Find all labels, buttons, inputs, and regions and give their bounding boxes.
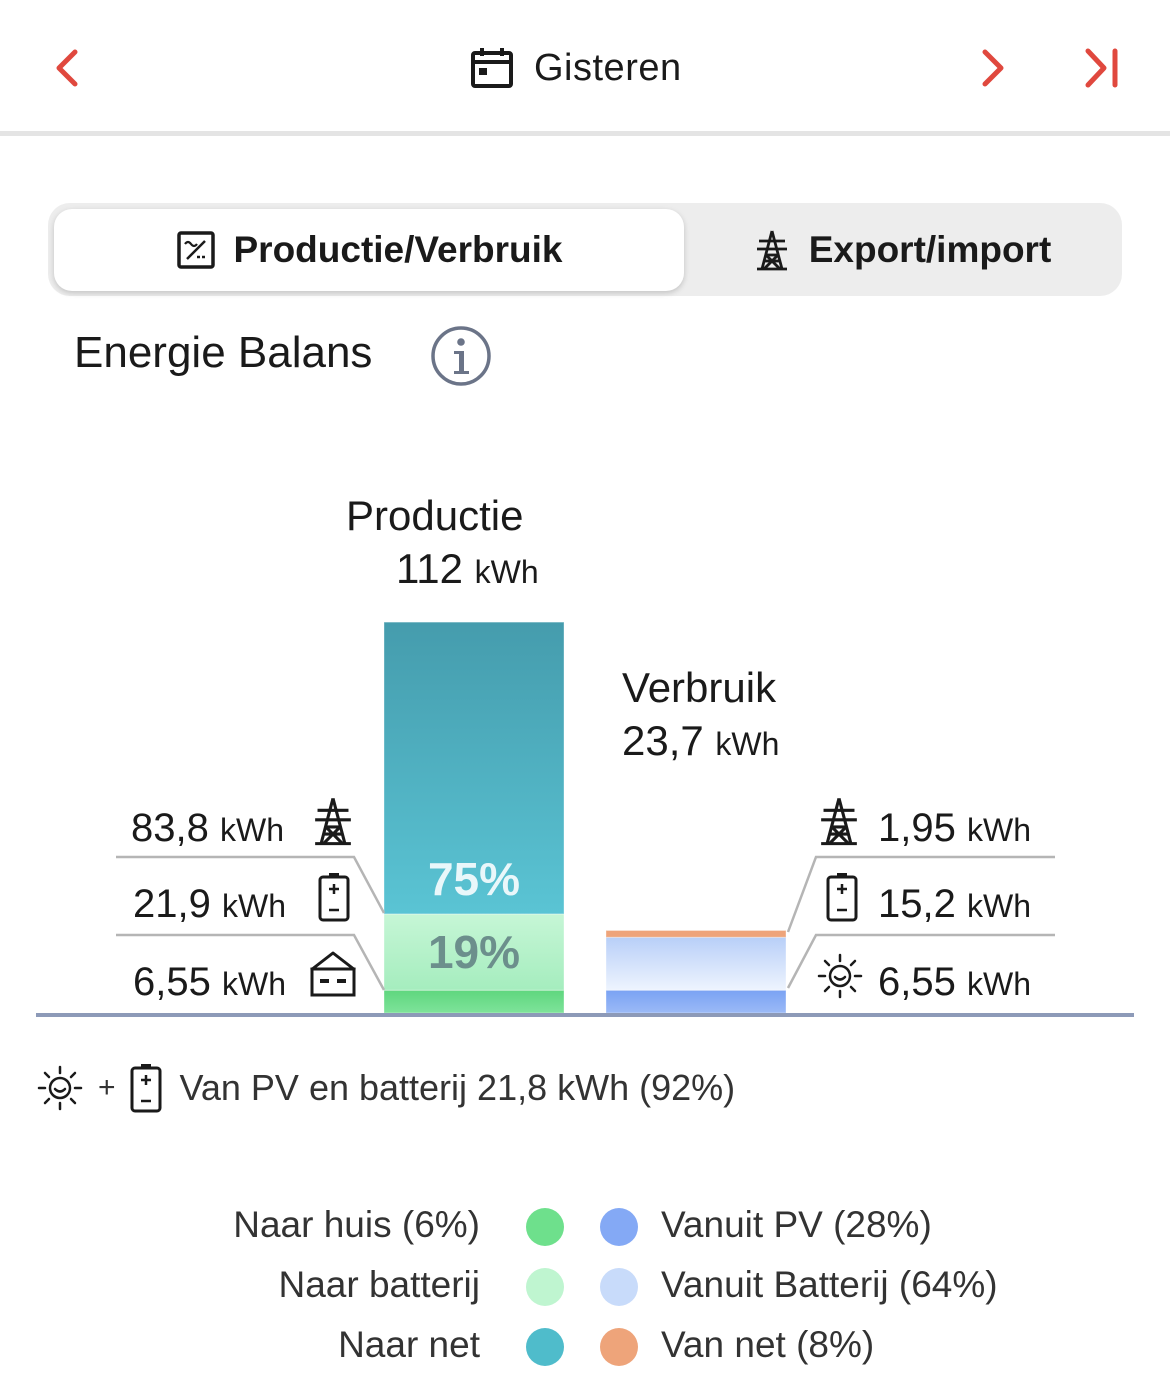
- consumption-row-net: 1,95 kWh: [878, 806, 1031, 851]
- row-value: 83,8: [131, 806, 209, 850]
- pylon-icon: [821, 797, 857, 846]
- row-unit: kWh: [220, 812, 284, 848]
- production-total: 112 kWh: [396, 545, 539, 593]
- production-total-unit: kWh: [474, 554, 539, 590]
- legend-dot-vanuit-pv: [600, 1208, 638, 1246]
- consumption-total: 23,7 kWh: [622, 717, 779, 765]
- legend-dot-naar-batterij: [526, 1268, 564, 1306]
- tab-label: Export/import: [808, 229, 1052, 270]
- info-button[interactable]: [430, 325, 492, 387]
- previous-day-button[interactable]: [36, 38, 96, 98]
- production-title: Productie: [346, 492, 524, 539]
- legend-label-vanuit-batterij: Vanuit Batterij (64%): [661, 1264, 998, 1305]
- row-value: 6,55: [878, 960, 956, 1004]
- production-total-value: 112: [396, 545, 463, 592]
- production-row-battery: 21,9 kWh: [133, 882, 286, 927]
- section-title: Energie Balans: [74, 328, 373, 377]
- plus-sign: +: [98, 1071, 116, 1104]
- row-unit: kWh: [222, 888, 286, 924]
- bar-segment-vanuit-batterij: [605, 936, 787, 991]
- production-net-percent: 75%: [427, 853, 521, 905]
- row-value: 15,2: [878, 882, 956, 926]
- production-battery-percent: 19%: [427, 926, 521, 978]
- production-row-house: 6,55 kWh: [133, 960, 286, 1005]
- row-unit: kWh: [966, 812, 1031, 848]
- last-day-button[interactable]: [1072, 38, 1132, 98]
- pylon-icon: [756, 230, 787, 271]
- bar-segment-van-net: [605, 929, 787, 938]
- legend-label-naar-net: Naar net: [338, 1324, 480, 1365]
- consumption-row-battery: 15,2 kWh: [878, 882, 1031, 927]
- legend-dot-van-net: [600, 1328, 638, 1366]
- tab-productie-verbruik[interactable]: Productie/Verbruik: [54, 209, 684, 291]
- pylon-icon: [315, 797, 351, 846]
- legend-label-naar-batterij: Naar batterij: [278, 1264, 480, 1305]
- row-value: 21,9: [133, 882, 211, 926]
- legend-dot-vanuit-batterij: [600, 1268, 638, 1306]
- consumption-total-value: 23,7: [622, 717, 704, 764]
- sun-icon: [817, 953, 863, 999]
- chevron-right-icon: [982, 49, 1004, 87]
- date-picker[interactable]: Gisteren: [470, 40, 682, 96]
- legend-dot-naar-huis: [526, 1208, 564, 1246]
- production-row-net: 83,8 kWh: [131, 806, 284, 851]
- consumption-row-pv: 6,55 kWh: [878, 960, 1031, 1005]
- info-icon: [431, 326, 491, 386]
- skip-to-end-icon: [1085, 48, 1118, 88]
- bar-segment-naar-net: [383, 621, 565, 915]
- battery-icon: [318, 873, 350, 922]
- battery-icon: [130, 1064, 162, 1113]
- calendar-icon: [471, 48, 513, 88]
- legend-label-naar-huis: Naar huis (6%): [233, 1204, 480, 1245]
- date-label: Gisteren: [534, 46, 682, 89]
- consumption-total-unit: kWh: [715, 726, 780, 762]
- inverter-icon: [176, 231, 215, 269]
- bar-segment-naar-huis: [383, 989, 565, 1014]
- next-day-button[interactable]: [964, 38, 1024, 98]
- tab-export-import[interactable]: Export/import: [688, 209, 1116, 291]
- battery-icon: [826, 873, 858, 922]
- legend-dot-naar-net: [526, 1328, 564, 1366]
- row-unit: kWh: [222, 966, 286, 1002]
- legend-label-van-net: Van net (8%): [661, 1324, 875, 1365]
- bar-segment-vanuit-pv: [605, 989, 787, 1014]
- house-icon: [310, 951, 356, 997]
- view-switcher: Productie/Verbruik Export/import: [48, 203, 1122, 296]
- row-unit: kWh: [966, 966, 1031, 1002]
- chart-baseline: [36, 1013, 1134, 1017]
- summary-text: Van PV en batterij 21,8 kWh (92%): [179, 1067, 736, 1108]
- bar-segment-naar-batterij: [383, 913, 565, 991]
- tab-label: Productie/Verbruik: [233, 229, 563, 270]
- self-sufficiency-summary: + Van PV en batterij 21,8 kWh (92%): [36, 1060, 735, 1116]
- consumption-title: Verbruik: [622, 664, 777, 711]
- row-unit: kWh: [966, 888, 1031, 924]
- row-value: 1,95: [878, 806, 956, 850]
- row-value: 6,55: [133, 960, 211, 1004]
- chevron-left-icon: [56, 49, 78, 87]
- legend-label-vanuit-pv: Vanuit PV (28%): [661, 1204, 932, 1245]
- date-navigation-bar: Gisteren: [0, 0, 1170, 136]
- sun-icon: [37, 1065, 83, 1111]
